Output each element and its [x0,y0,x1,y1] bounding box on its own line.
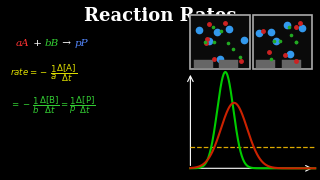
Text: Reaction Rates: Reaction Rates [84,7,236,25]
Bar [253,15,312,69]
Text: →: → [59,39,74,48]
Bar [256,60,275,68]
Bar [282,60,301,68]
Text: aA: aA [16,39,30,48]
Text: bB: bB [45,39,59,48]
Bar [219,60,238,68]
Bar [190,15,250,69]
Text: pP: pP [74,39,88,48]
Text: +: + [30,39,45,48]
Text: $= -\,\dfrac{1}{b}\dfrac{\Delta[\mathrm{B}]}{\Delta t}= \dfrac{1}{p}\dfrac{\Delt: $= -\,\dfrac{1}{b}\dfrac{\Delta[\mathrm{… [10,94,95,116]
Bar [194,60,213,68]
Text: $\mathit{rate} = -\,\dfrac{1}{a}\dfrac{\Delta[\mathrm{A}]}{\Delta t}$: $\mathit{rate} = -\,\dfrac{1}{a}\dfrac{\… [10,62,77,84]
